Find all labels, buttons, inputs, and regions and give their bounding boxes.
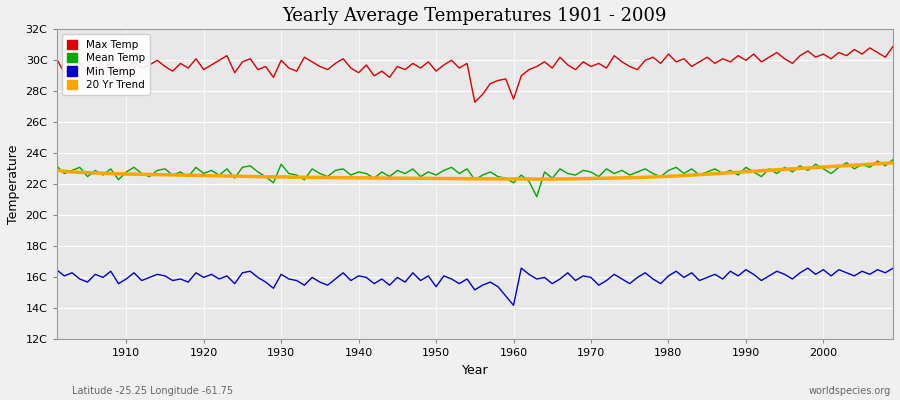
20 Yr Trend	[500, 176, 511, 181]
Max Temp	[284, 66, 294, 70]
20 Yr Trend	[508, 176, 519, 181]
Max Temp	[516, 74, 526, 78]
Mean Temp	[531, 194, 542, 199]
Mean Temp	[887, 157, 898, 162]
Min Temp	[284, 276, 294, 281]
Max Temp	[113, 72, 124, 77]
20 Yr Trend	[531, 177, 542, 182]
20 Yr Trend	[887, 160, 898, 165]
X-axis label: Year: Year	[462, 364, 488, 377]
Min Temp	[508, 303, 519, 308]
Mean Temp	[508, 180, 519, 185]
Max Temp	[508, 97, 519, 102]
Legend: Max Temp, Mean Temp, Min Temp, 20 Yr Trend: Max Temp, Mean Temp, Min Temp, 20 Yr Tre…	[62, 34, 150, 95]
Mean Temp	[113, 177, 124, 182]
Min Temp	[51, 267, 62, 272]
Mean Temp	[284, 171, 294, 176]
Line: 20 Yr Trend: 20 Yr Trend	[57, 163, 893, 179]
Min Temp	[113, 281, 124, 286]
Min Temp	[500, 294, 511, 298]
Min Temp	[330, 276, 341, 281]
20 Yr Trend	[608, 176, 619, 180]
20 Yr Trend	[330, 175, 341, 180]
Line: Max Temp: Max Temp	[57, 46, 893, 102]
Mean Temp	[330, 168, 341, 173]
20 Yr Trend	[113, 172, 124, 176]
Max Temp	[330, 61, 341, 66]
Title: Yearly Average Temperatures 1901 - 2009: Yearly Average Temperatures 1901 - 2009	[283, 7, 667, 25]
20 Yr Trend	[51, 168, 62, 173]
Max Temp	[470, 100, 481, 104]
Max Temp	[608, 53, 619, 58]
Text: worldspecies.org: worldspecies.org	[809, 386, 891, 396]
20 Yr Trend	[284, 175, 294, 180]
Y-axis label: Temperature: Temperature	[7, 145, 20, 224]
Max Temp	[51, 56, 62, 61]
Min Temp	[887, 266, 898, 270]
Min Temp	[516, 266, 526, 270]
Line: Mean Temp: Mean Temp	[57, 160, 893, 197]
Min Temp	[524, 272, 535, 277]
Max Temp	[887, 44, 898, 49]
Mean Temp	[608, 171, 619, 176]
Mean Temp	[51, 163, 62, 168]
Mean Temp	[500, 176, 511, 180]
Text: Latitude -25.25 Longitude -61.75: Latitude -25.25 Longitude -61.75	[72, 386, 233, 396]
Min Temp	[616, 276, 627, 281]
Line: Min Temp: Min Temp	[57, 268, 893, 305]
